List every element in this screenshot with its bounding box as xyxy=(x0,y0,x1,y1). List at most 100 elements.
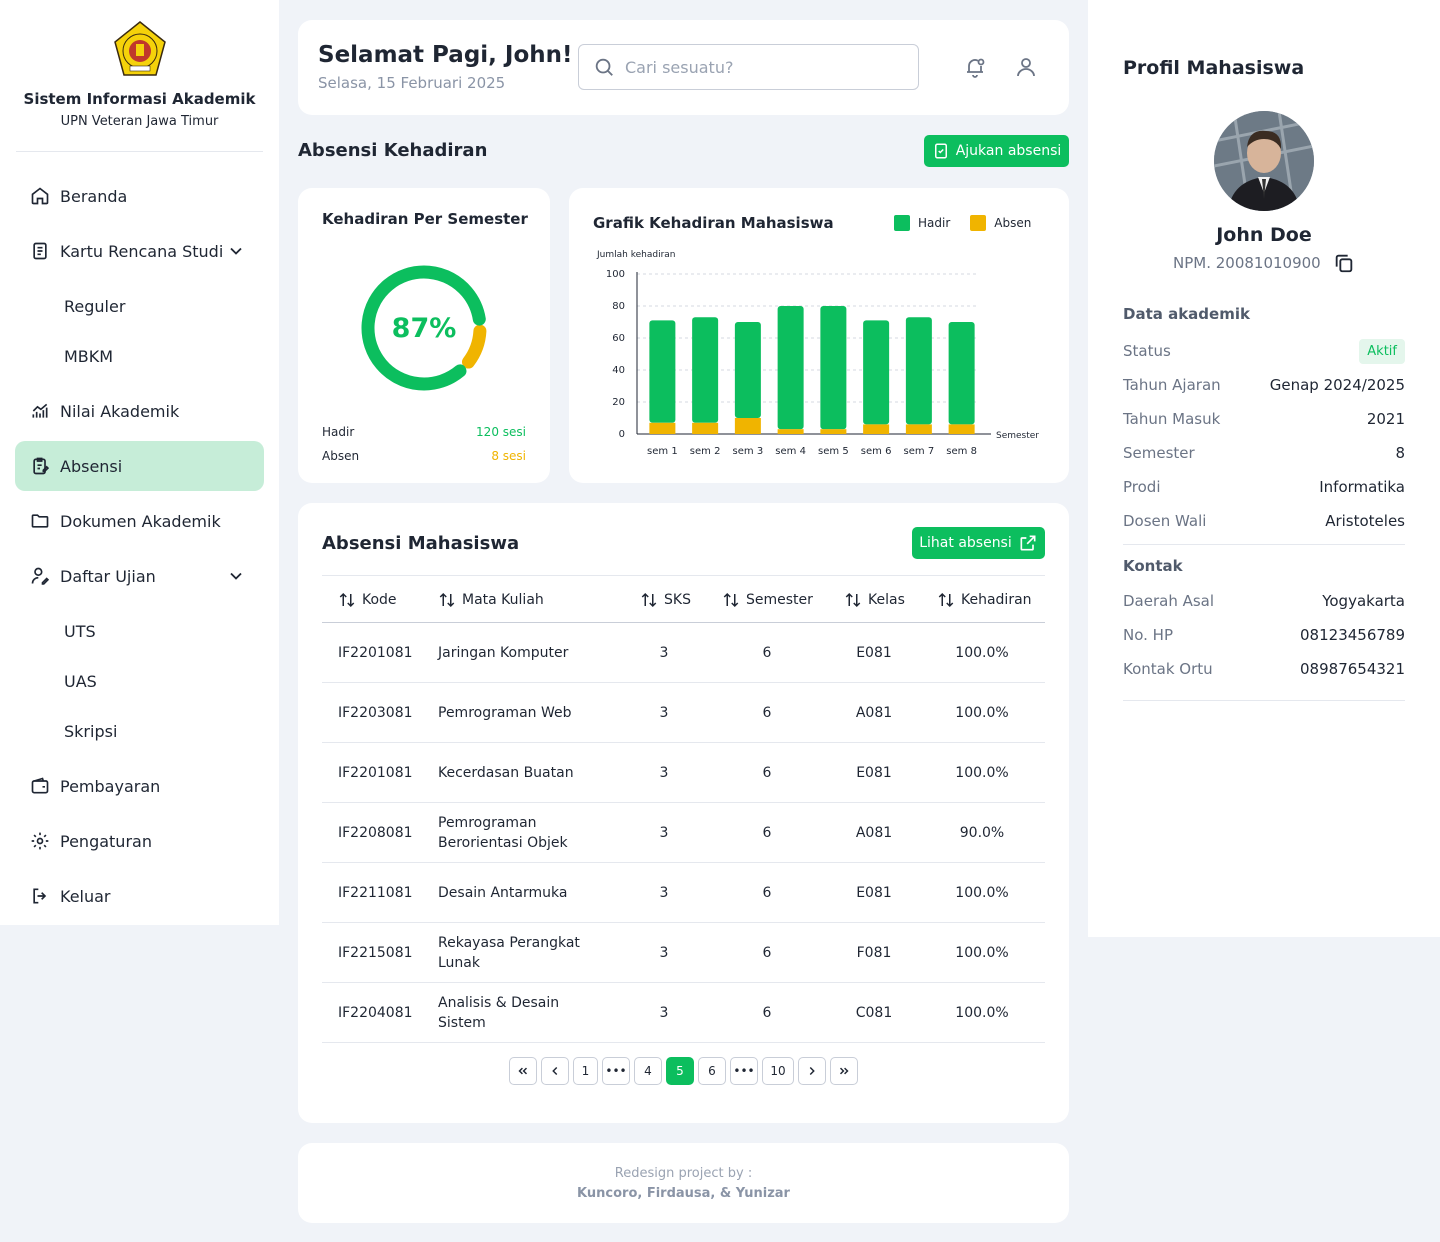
cell-kode: IF2203081 xyxy=(338,705,413,721)
page-button[interactable]: 6 xyxy=(698,1057,726,1085)
avatar xyxy=(1214,111,1314,211)
external-link-icon xyxy=(1020,535,1036,551)
field-value: Aristoteles xyxy=(1325,512,1405,530)
col-kehadiran-header[interactable]: Kehadiran xyxy=(937,576,1032,624)
x-tick-label: sem 4 xyxy=(775,446,806,457)
view-attendance-button[interactable]: Lihat absensi xyxy=(912,527,1045,559)
col-mata-kuliah-header[interactable]: Mata Kuliah xyxy=(438,576,544,624)
search-box[interactable] xyxy=(578,44,919,90)
table-row[interactable]: IF2204081 Analisis & Desain Sistem 3 6 C081 1… xyxy=(322,983,1045,1043)
sidebar-item-label: Keluar xyxy=(60,886,111,906)
bar-hadir xyxy=(777,306,804,430)
field-label: Semester xyxy=(1123,444,1195,462)
sort-icon xyxy=(439,592,455,608)
sidebar-item-label: Kartu Rencana Studi xyxy=(60,241,224,261)
bar-absen xyxy=(692,422,719,434)
table-row[interactable]: IF2203081 Pemrograman Web 3 6 A081 100.0% xyxy=(322,683,1045,743)
y-tick-label: 60 xyxy=(612,333,625,344)
col-semester-header[interactable]: Semester xyxy=(722,576,813,624)
table-row[interactable]: IF2201081 Jaringan Komputer 3 6 E081 100.0% xyxy=(322,623,1045,683)
sidebar-item-keluar[interactable]: Keluar xyxy=(15,871,264,921)
sidebar-item-label: Absensi xyxy=(60,456,123,476)
copy-icon[interactable] xyxy=(1333,252,1355,274)
profile-title: Profil Mahasiswa xyxy=(1123,57,1305,79)
page-button[interactable]: 1 xyxy=(573,1057,598,1085)
page-ellipsis[interactable]: ••• xyxy=(730,1057,758,1085)
sidebar-item-ujian[interactable]: Daftar Ujian xyxy=(15,551,264,601)
footer-credit-label: Redesign project by : xyxy=(614,1166,753,1181)
notification-bell-icon[interactable] xyxy=(963,55,987,79)
cell-mata-kuliah: Jaringan Komputer xyxy=(438,645,569,661)
absen-value: 8 sesi xyxy=(491,449,526,463)
sidebar-subitem-mbkm[interactable]: MBKM xyxy=(64,346,114,366)
cell-sks: 3 xyxy=(659,885,669,901)
table-row[interactable]: IF2208081 Pemrograman Berorientasi Objek 3… xyxy=(322,803,1045,863)
cell-kehadiran: 100.0% xyxy=(955,705,1009,721)
table-row[interactable]: IF2201081 Kecerdasan Buatan 3 6 E081 100.0% xyxy=(322,743,1045,803)
donut-absen-arc xyxy=(361,265,487,391)
sidebar-item-absensi[interactable]: Absensi xyxy=(15,441,264,491)
cell-mata-kuliah: Kecerdasan Buatan xyxy=(438,765,574,781)
chevrons-left-icon xyxy=(518,1067,528,1075)
column-label: Kehadiran xyxy=(961,592,1032,608)
first-page-button[interactable] xyxy=(509,1057,537,1085)
page-ellipsis[interactable]: ••• xyxy=(602,1057,630,1085)
col-sks-header[interactable]: SKS xyxy=(640,576,691,624)
sort-icon xyxy=(339,592,355,608)
col-kelas-header[interactable]: Kelas xyxy=(844,576,905,624)
search-input[interactable] xyxy=(625,57,905,77)
chevron-down-icon[interactable] xyxy=(226,241,246,261)
contact-row: Kontak Ortu 08987654321 xyxy=(1123,658,1405,680)
cell-mata-kuliah: Pemrograman Web xyxy=(438,705,572,721)
table-row[interactable]: IF2215081 Rekayasa Perangkat Lunak 3 6 F081 1… xyxy=(322,923,1045,983)
cell-semester: 6 xyxy=(762,765,772,781)
user-edit-icon xyxy=(31,567,50,585)
last-page-button[interactable] xyxy=(830,1057,858,1085)
chart-title: Grafik Kehadiran Mahasiswa xyxy=(593,214,834,232)
field-label: Daerah Asal xyxy=(1123,592,1215,610)
sidebar-subitem-uts[interactable]: UTS xyxy=(64,621,96,641)
cell-kode: IF2208081 xyxy=(338,825,413,841)
column-label: Semester xyxy=(746,592,813,608)
sidebar-item-pembayaran[interactable]: Pembayaran xyxy=(15,761,264,811)
footer-credit-names: Kuncoro, Firdausa, & Yunizar xyxy=(577,1186,790,1201)
page-button[interactable]: 10 xyxy=(762,1057,794,1085)
field-value: 08123456789 xyxy=(1300,626,1405,644)
cell-mata-kuliah: Pemrograman Berorientasi Objek xyxy=(438,815,568,851)
sidebar-subitem-uas[interactable]: UAS xyxy=(64,671,97,691)
sidebar-item-beranda[interactable]: Beranda xyxy=(15,171,264,221)
sidebar-item-label: Pengaturan xyxy=(60,831,152,851)
button-label: Lihat absensi xyxy=(919,535,1012,551)
donut-percent: 87% xyxy=(391,312,457,344)
bar-hadir xyxy=(649,320,676,423)
hadir-label: Hadir xyxy=(322,425,355,439)
field-value: Yogyakarta xyxy=(1322,592,1405,610)
sort-icon xyxy=(723,592,739,608)
bar-absen xyxy=(905,424,932,434)
chevron-down-icon[interactable] xyxy=(226,566,246,586)
bar-hadir xyxy=(948,322,975,425)
hadir-value: 120 sesi xyxy=(476,425,526,439)
x-tick-label: sem 1 xyxy=(647,446,678,457)
sidebar-item-dokumen[interactable]: Dokumen Akademik xyxy=(15,496,264,546)
col-kode-header[interactable]: Kode xyxy=(338,576,397,624)
next-page-button[interactable] xyxy=(798,1057,826,1085)
page-button-current[interactable]: 5 xyxy=(666,1057,694,1085)
chevron-right-icon xyxy=(809,1066,815,1076)
cell-kelas: F081 xyxy=(856,945,892,961)
user-icon[interactable] xyxy=(1014,55,1038,79)
sidebar-subitem-reguler[interactable]: Reguler xyxy=(64,296,126,316)
table-row[interactable]: IF2211081 Desain Antarmuka 3 6 E081 100.0% xyxy=(322,863,1045,923)
field-value: 08987654321 xyxy=(1300,660,1405,678)
sidebar-item-pengaturan[interactable]: Pengaturan xyxy=(15,816,264,866)
absen-label: Absen xyxy=(322,449,360,463)
page-button[interactable]: 4 xyxy=(634,1057,662,1085)
sidebar-subitem-skripsi[interactable]: Skripsi xyxy=(64,721,118,741)
submit-attendance-button[interactable]: Ajukan absensi xyxy=(924,135,1069,167)
cell-kehadiran: 100.0% xyxy=(955,885,1009,901)
search-icon xyxy=(595,58,613,76)
sidebar-item-nilai[interactable]: Nilai Akademik xyxy=(15,386,264,436)
x-tick-label: sem 2 xyxy=(690,446,721,457)
prev-page-button[interactable] xyxy=(541,1057,569,1085)
sidebar-item-krs[interactable]: Kartu Rencana Studi xyxy=(15,226,264,276)
